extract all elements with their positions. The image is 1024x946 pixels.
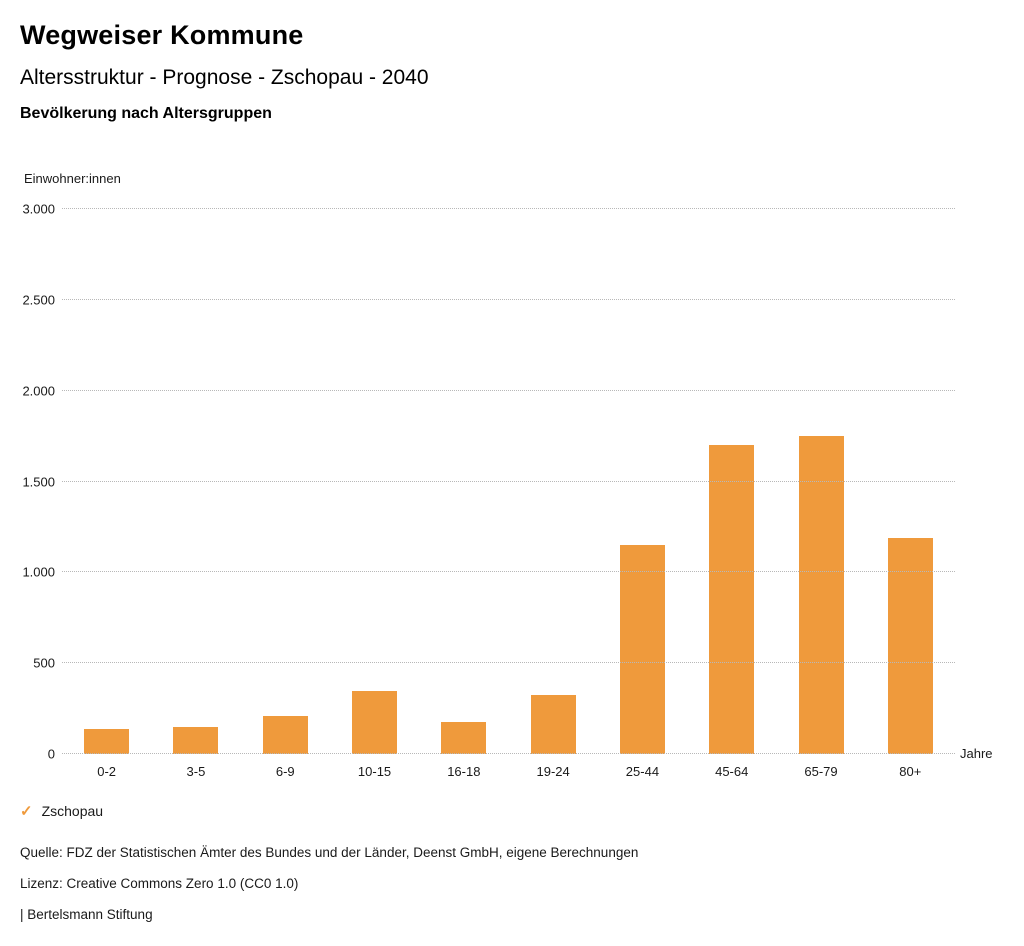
chart-title: Bevölkerung nach Altersgruppen	[20, 105, 272, 122]
gridline	[62, 389, 955, 391]
y-axis-labels: 0 500 1.000 1.500 2.000 2.500 3.000	[0, 202, 55, 762]
gridline	[62, 298, 955, 300]
bar-slot	[62, 209, 151, 754]
x-tick-label-16-18: 16-18	[447, 764, 481, 779]
x-tick-label-10-15: 10-15	[357, 764, 392, 779]
bar-slot	[866, 209, 955, 754]
y-tick-label: 1.000	[22, 564, 55, 580]
y-tick-label: 2.000	[22, 383, 55, 399]
x-axis-labels: 0-2 3-5 6-9 10-15 16-18 19-24 25-44 45-64 65-79 8…	[62, 764, 955, 779]
page-title: Wegweiser Kommune	[20, 20, 304, 50]
bar-slot	[241, 209, 330, 754]
bar-19-24[interactable]	[530, 694, 576, 754]
y-tick-label: 500	[33, 655, 55, 671]
plot-area	[62, 208, 955, 754]
x-tick-label-45-64: 45-64	[715, 764, 749, 779]
bar-10-15[interactable]	[352, 691, 398, 754]
source-text: Quelle: FDZ der Statistischen Ämter des …	[20, 845, 639, 860]
bar-45-64[interactable]	[709, 445, 755, 754]
bar-65-79[interactable]	[798, 436, 844, 754]
gridline	[62, 208, 955, 209]
y-tick-label: 1.500	[22, 474, 55, 489]
bars	[62, 209, 955, 754]
gridline	[62, 571, 955, 573]
x-tick-label-25-44: 25-44	[625, 764, 660, 779]
x-tick-label-80+: 80+	[899, 764, 922, 779]
bar-3-5[interactable]	[173, 726, 219, 754]
x-tick-label-65-79: 65-79	[804, 764, 838, 779]
y-tick-label: 3.000	[22, 201, 55, 217]
attribution-text: | Bertelsmann Stiftung	[20, 907, 153, 922]
bar-slot	[598, 209, 687, 754]
y-axis-unit-label: Einwohner:innen	[24, 171, 121, 186]
bar-slot	[330, 209, 419, 754]
x-tick-label-19-24: 19-24	[536, 764, 570, 779]
bar-0-2[interactable]	[84, 729, 130, 754]
bar-slot	[687, 209, 776, 754]
bar-slot	[419, 209, 508, 754]
y-tick-label: 2.500	[22, 292, 55, 308]
x-tick-label-0-2: 0-2	[97, 764, 117, 779]
bar-slot	[508, 209, 597, 754]
x-tick-label-6-9: 6-9	[275, 764, 295, 779]
gridline	[62, 662, 955, 664]
x-tick-label-3-5: 3-5	[186, 764, 206, 779]
license-text: Lizenz: Creative Commons Zero 1.0 (CC0 1…	[20, 876, 299, 891]
x-axis-unit-label: Jahre	[960, 746, 993, 761]
bar-16-18[interactable]	[441, 722, 487, 754]
legend-label: Zschopau	[41, 803, 104, 819]
bar-slot	[776, 209, 865, 754]
gridline	[62, 753, 955, 754]
gridline	[62, 480, 955, 482]
bar-25-44[interactable]	[619, 545, 665, 754]
bar-6-9[interactable]	[262, 715, 308, 754]
bar-80+[interactable]	[887, 537, 933, 754]
legend-check-icon: ✓	[20, 802, 33, 820]
legend-item-zschopau[interactable]: ✓ Zschopau	[20, 803, 103, 819]
bar-slot	[151, 209, 240, 754]
y-tick-label: 0	[47, 746, 55, 762]
page-subtitle: Altersstruktur - Prognose - Zschopau - 2…	[20, 66, 429, 89]
